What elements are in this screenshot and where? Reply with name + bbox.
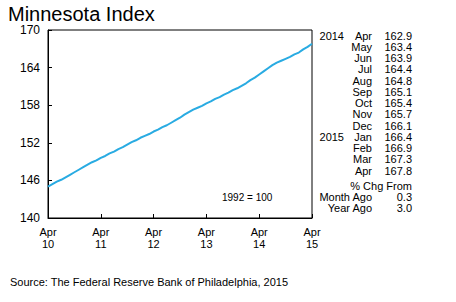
svg-text:165.4: 165.4 [384,97,412,109]
svg-text:% Chg From: % Chg From [350,180,412,192]
svg-text:Month Ago: Month Ago [319,191,372,203]
svg-text:163.9: 163.9 [384,52,412,64]
svg-text:140: 140 [20,211,40,225]
svg-text:Minnesota Index: Minnesota Index [8,3,155,25]
svg-text:11: 11 [95,238,106,250]
svg-text:165.1: 165.1 [384,86,412,98]
svg-text:10: 10 [42,238,54,250]
svg-text:163.4: 163.4 [384,41,412,53]
svg-text:Apr: Apr [145,226,162,238]
svg-text:Jun: Jun [354,52,372,64]
svg-text:Jan: Jan [354,131,372,143]
svg-text:Apr: Apr [303,226,320,238]
svg-text:164: 164 [20,61,40,75]
svg-text:167.3: 167.3 [384,153,412,165]
svg-text:Sep: Sep [352,86,372,98]
svg-text:Nov: Nov [352,108,372,120]
svg-text:3.0: 3.0 [397,202,412,214]
svg-text:166.1: 166.1 [384,120,412,132]
svg-text:13: 13 [200,238,212,250]
svg-text:Apr: Apr [251,226,268,238]
svg-text:15: 15 [306,238,318,250]
svg-text:2015: 2015 [320,131,344,143]
svg-text:Jul: Jul [358,63,372,75]
svg-text:166.9: 166.9 [384,142,412,154]
svg-text:166.4: 166.4 [384,131,412,143]
svg-text:164.8: 164.8 [384,75,412,87]
svg-text:Apr: Apr [198,226,215,238]
svg-text:1992 = 100: 1992 = 100 [222,192,273,203]
svg-text:Source: The Federal Reserve Ba: Source: The Federal Reserve Bank of Phil… [10,276,288,288]
svg-text:146: 146 [20,173,40,187]
svg-text:170: 170 [20,23,40,37]
svg-text:12: 12 [147,238,159,250]
svg-text:Oct: Oct [355,97,372,109]
svg-text:Apr: Apr [355,165,372,177]
svg-text:Mar: Mar [353,153,372,165]
svg-text:14: 14 [253,238,265,250]
svg-text:165.7: 165.7 [384,108,412,120]
svg-text:152: 152 [20,136,40,150]
svg-text:158: 158 [20,98,40,112]
svg-text:Apr: Apr [92,226,109,238]
svg-text:162.9: 162.9 [384,30,412,42]
svg-text:167.8: 167.8 [384,165,412,177]
svg-text:Year Ago: Year Ago [328,202,372,214]
svg-text:May: May [351,41,372,53]
svg-text:Feb: Feb [353,142,372,154]
svg-text:2014: 2014 [320,30,344,42]
svg-text:164.4: 164.4 [384,63,412,75]
svg-text:0.3: 0.3 [397,191,412,203]
svg-text:Apr: Apr [39,226,56,238]
svg-text:Dec: Dec [352,120,372,132]
svg-text:Apr: Apr [355,30,372,42]
svg-text:Aug: Aug [352,75,372,87]
